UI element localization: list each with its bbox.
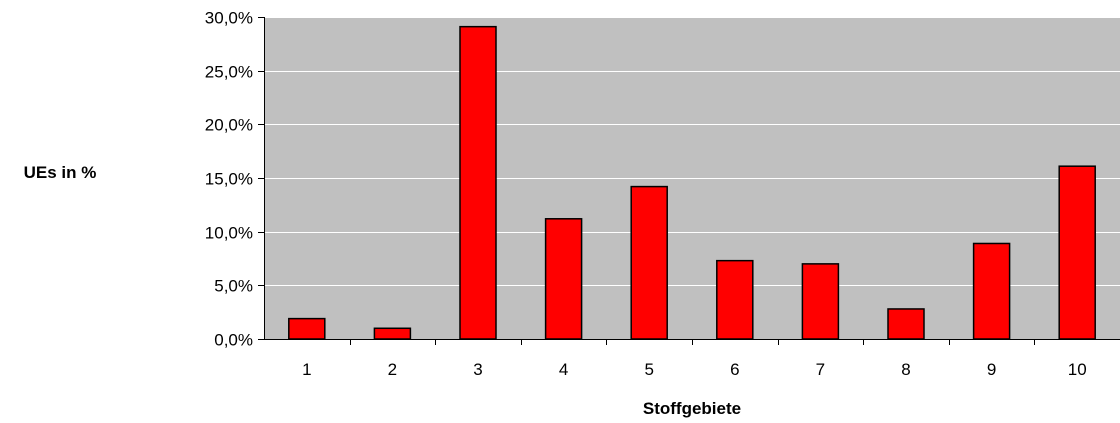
x-tick-label: 6: [730, 360, 739, 379]
bar-8: [887, 308, 925, 340]
bar-6: [716, 259, 754, 340]
x-tick-label: 7: [816, 360, 825, 379]
bar-10: [1058, 165, 1096, 340]
bar-2: [373, 327, 412, 340]
x-tick-label: 3: [473, 360, 482, 379]
x-tick-label: 5: [644, 360, 653, 379]
x-tick-label: 10: [1068, 360, 1087, 379]
bar-9: [972, 242, 1011, 340]
axes: [258, 17, 1120, 345]
bars: [288, 25, 1096, 340]
y-tick-label: 10,0%: [205, 224, 253, 243]
bar-1: [288, 317, 326, 340]
x-tick-label: 8: [901, 360, 910, 379]
bar-4: [544, 218, 583, 340]
y-tick-label: 25,0%: [205, 63, 253, 82]
y-tick-label: 0,0%: [214, 331, 253, 350]
x-tick-labels: 1 2 3 4 5 6 7 8 9 10: [302, 360, 1087, 379]
x-axis-title: Stoffgebiete: [643, 399, 741, 418]
y-tick-label: 5,0%: [214, 277, 253, 296]
y-tick-label: 15,0%: [205, 170, 253, 189]
y-tick-label: 20,0%: [205, 116, 253, 135]
x-tick-label: 2: [388, 360, 397, 379]
bar-5: [630, 185, 668, 340]
x-tick-label: 9: [987, 360, 996, 379]
y-tick-label: 30,0%: [205, 9, 253, 28]
gridlines: [264, 17, 1120, 286]
y-tick-labels: 0,0% 5,0% 10,0% 15,0% 20,0% 25,0% 30,0%: [205, 9, 253, 350]
bar-7: [801, 263, 840, 340]
x-tick-label: 4: [559, 360, 568, 379]
bar-3: [459, 25, 497, 340]
x-tick-label: 1: [302, 360, 311, 379]
y-axis-title: UEs in %: [24, 163, 97, 182]
